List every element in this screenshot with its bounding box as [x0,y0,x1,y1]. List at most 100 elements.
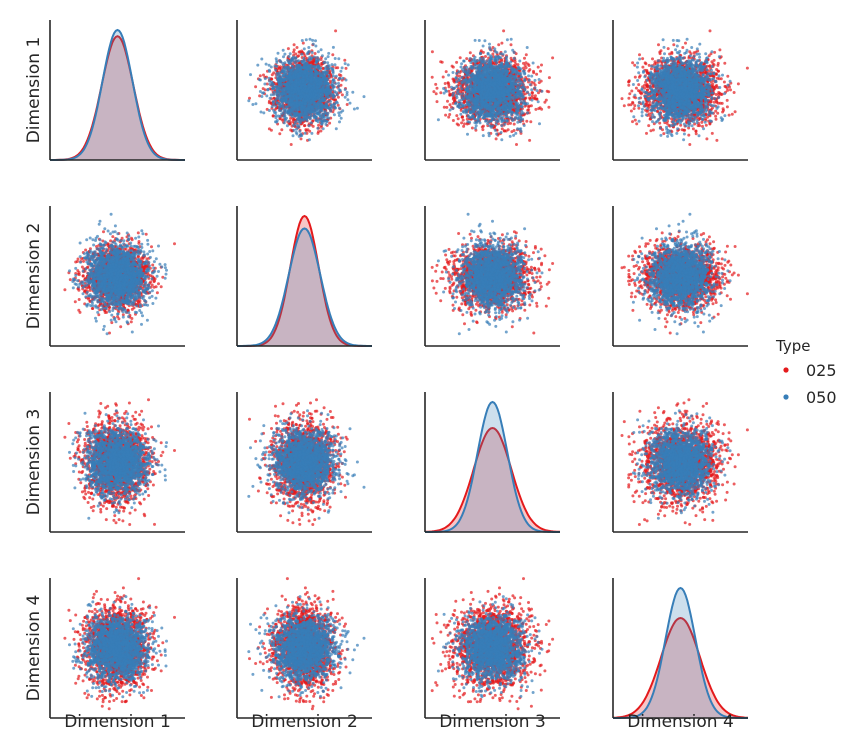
point-050 [338,77,341,80]
point-025 [534,108,537,111]
point-025 [432,90,435,93]
point-050 [280,79,283,82]
point-050 [351,91,354,94]
point-050 [301,39,304,42]
point-050 [344,88,347,91]
point-050 [304,66,307,69]
point-050 [326,78,329,81]
point-050 [275,121,278,124]
point-050 [356,107,359,110]
point-050 [286,92,289,95]
point-050 [318,111,321,114]
point-025 [268,101,271,104]
point-050 [258,78,261,81]
point-050 [268,109,271,112]
point-025 [442,76,445,79]
point-050 [321,103,324,106]
point-050 [276,78,279,81]
point-050 [295,100,298,103]
point-050 [307,72,310,75]
point-050 [322,113,325,116]
point-050 [251,103,254,106]
point-050 [311,39,314,42]
point-050 [313,56,316,59]
point-050 [312,102,315,105]
point-050 [338,89,341,92]
point-025 [529,120,532,123]
point-025 [317,132,320,135]
point-050 [272,83,275,86]
point-050 [309,117,312,120]
point-025 [317,124,320,127]
point-050 [316,56,319,59]
point-050 [262,111,265,114]
point-050 [297,109,300,112]
point-050 [272,103,275,106]
point-050 [305,112,308,115]
point-025 [448,113,451,116]
point-025 [319,130,322,133]
panel-r1-c2 [237,20,372,160]
point-025 [509,122,512,125]
point-050 [308,138,311,141]
point-050 [286,83,289,86]
point-050 [288,68,291,71]
point-050 [289,72,292,75]
point-050 [298,103,301,106]
point-025 [522,67,525,70]
point-050 [291,87,294,90]
point-050 [308,90,311,93]
point-050 [337,82,340,85]
point-050 [312,87,315,90]
point-050 [323,82,326,85]
point-050 [287,120,290,123]
point-050 [346,98,349,101]
point-050 [278,87,281,90]
point-050 [266,88,269,91]
point-025 [339,74,342,77]
kde-fill-050 [50,30,185,160]
point-050 [325,93,328,96]
point-025 [278,67,281,70]
point-050 [320,48,323,51]
point-050 [305,82,308,85]
point-025 [314,52,317,55]
point-025 [302,42,305,45]
point-050 [309,103,312,106]
point-025 [510,57,513,60]
point-050 [260,58,263,61]
point-050 [332,96,335,99]
point-050 [310,69,313,72]
point-050 [313,90,316,93]
point-050 [288,94,291,97]
point-025 [445,106,448,109]
point-050 [318,89,321,92]
point-050 [313,68,316,71]
point-050 [292,134,295,137]
point-050 [287,110,290,113]
point-025 [312,60,315,63]
point-050 [334,82,337,85]
point-050 [292,124,295,127]
point-050 [259,90,262,93]
point-050 [278,102,281,105]
point-050 [287,55,290,58]
point-050 [314,65,317,68]
point-050 [282,115,285,118]
point-050 [273,86,276,89]
point-025 [456,123,459,126]
point-050 [292,129,295,132]
point-050 [278,95,281,98]
point-050 [307,51,310,54]
point-050 [297,86,300,89]
point-025 [447,116,450,119]
point-050 [331,63,334,66]
point-050 [281,62,284,65]
point-050 [316,101,319,104]
point-050 [283,72,286,75]
point-050 [260,111,263,114]
point-025 [497,43,500,46]
point-050 [247,99,250,102]
point-050 [301,75,304,78]
point-050 [331,93,334,96]
